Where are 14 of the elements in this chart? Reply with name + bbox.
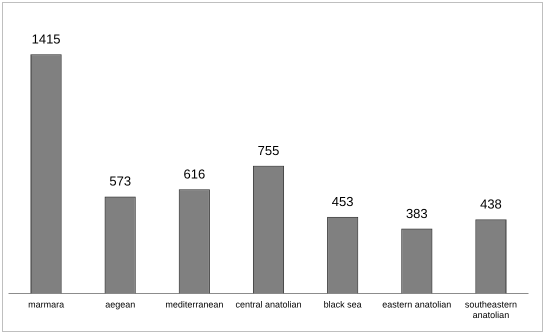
x-tick-label: central anatolian <box>235 299 302 310</box>
x-tick-label: aegean <box>105 299 136 310</box>
data-label: 438 <box>480 196 502 212</box>
data-label: 383 <box>406 206 428 221</box>
x-tick-label: eastern anatolian <box>382 299 452 310</box>
data-label: 573 <box>109 174 132 189</box>
data-label: 1415 <box>32 31 61 46</box>
data-label: 755 <box>258 142 280 158</box>
x-tick-label: marmara <box>28 299 64 310</box>
x-tick-label: mediterranean <box>165 299 224 310</box>
x-tick-label: black sea <box>324 299 362 310</box>
data-label: 616 <box>184 166 206 182</box>
data-label: 453 <box>332 194 354 209</box>
x-tick-label: southeastern anatolian <box>464 299 517 320</box>
